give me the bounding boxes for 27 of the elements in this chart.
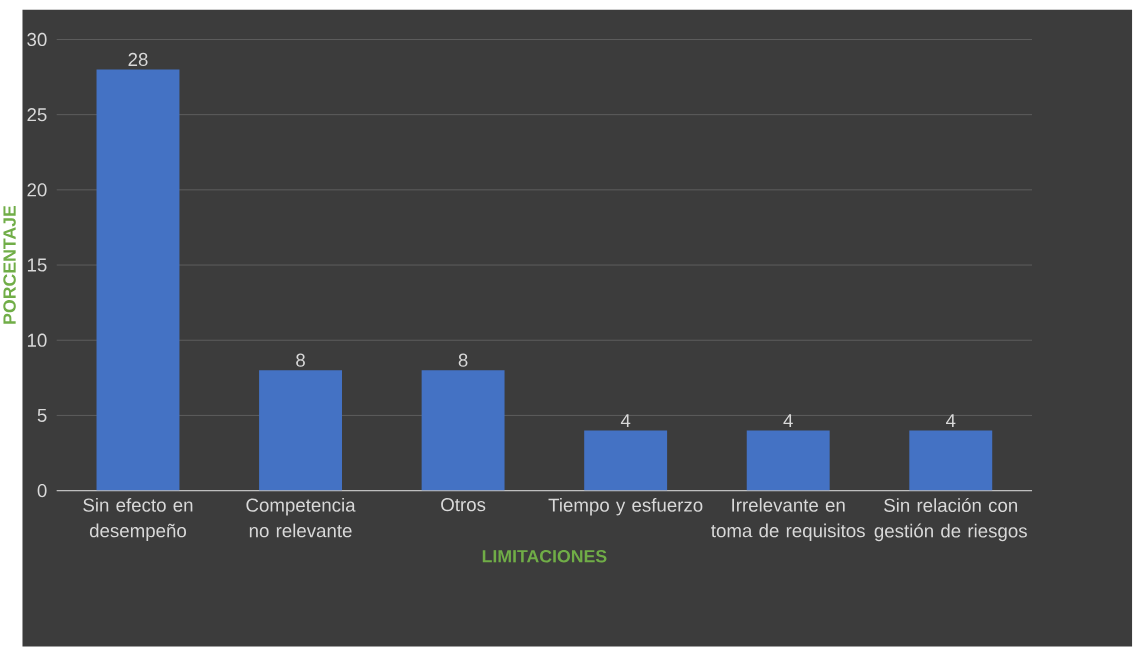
data-label: 4 (946, 413, 956, 427)
y-tick-label: 0 (37, 483, 47, 497)
x-tick-label: Competencia no relevante (246, 497, 356, 538)
data-label: 4 (783, 413, 793, 427)
bar (421, 370, 505, 491)
data-label: 8 (296, 353, 305, 367)
bar (96, 69, 180, 491)
x-tick-label: Irrelevante en toma de requisitos (711, 497, 865, 541)
bar (746, 430, 830, 491)
y-tick-label: 5 (37, 408, 47, 422)
data-label: 4 (620, 413, 631, 427)
data-label: 8 (458, 353, 468, 367)
y-tick-label: 15 (27, 258, 47, 272)
x-tick-label: Sin efecto en desempeño (83, 497, 193, 541)
bar (909, 430, 993, 491)
bar (584, 430, 668, 491)
data-label: 28 (128, 52, 148, 66)
y-axis-title: PORCENTAJE (3, 205, 16, 324)
x-tick-label: Tiempo y esfuerzo (548, 497, 703, 516)
y-tick-label: 30 (27, 32, 47, 46)
y-tick-label: 10 (27, 333, 47, 347)
y-tick-label: 20 (27, 183, 47, 197)
y-tick-label: 25 (27, 107, 47, 122)
bar (259, 370, 342, 491)
x-tick-label: Sin relación con gestión de riesgos (874, 497, 1027, 541)
x-axis-title: LIMITACIONES (482, 549, 607, 563)
x-tick-label: Otros (441, 497, 486, 512)
